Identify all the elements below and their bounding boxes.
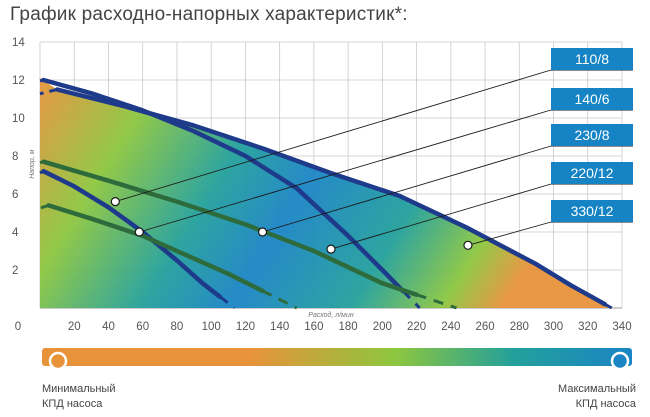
x-tick-label: 240	[441, 321, 460, 333]
x-tick-label: 100	[202, 321, 221, 333]
model-box-330-12: 330/12	[551, 200, 633, 222]
model-boxes: 110/8 140/6 230/8 220/12 330/12	[551, 48, 633, 222]
model-box-220-12: 220/12	[551, 162, 633, 184]
series-line-140-6	[46, 203, 265, 294]
model-box-bg	[551, 162, 633, 184]
y-tick-label: 12	[12, 75, 25, 87]
model-box-label: 220/12	[571, 165, 614, 181]
model-box-140-6: 140/6	[551, 88, 633, 110]
chart-title: График расходно-напорных характеристик*:	[10, 4, 408, 25]
model-box-230-8: 230/8	[551, 124, 633, 146]
x-tick-label: 80	[171, 321, 184, 333]
series-line-220-12	[41, 159, 419, 297]
model-box-110-8: 110/8	[551, 48, 633, 70]
series-extension	[401, 289, 421, 310]
max-efficiency-label: Максимальный КПД насоса	[558, 383, 637, 410]
y-axis-label: Напор, м	[29, 149, 36, 178]
x-tick-label: 160	[304, 321, 323, 333]
tick-labels: 0 20 40 60 80 100 120 140 160 180 200 220 240 260 280 3…	[12, 37, 632, 333]
operating-region	[40, 78, 609, 308]
series-start-extension	[39, 78, 44, 83]
model-box-bg	[551, 200, 633, 222]
series-extension	[604, 302, 613, 310]
series-start-extension	[39, 203, 50, 210]
leader-line	[467, 221, 552, 246]
series-extension	[416, 293, 458, 310]
model-box-bg	[551, 88, 633, 110]
x-axis-label: Расход, л/мин	[308, 311, 354, 319]
min-efficiency-label: Минимальный КПД насоса	[42, 383, 115, 410]
model-box-bg	[551, 48, 633, 70]
marker-point	[463, 240, 473, 250]
x-tick-label: 180	[339, 321, 358, 333]
x-tick-label: 40	[102, 321, 115, 333]
x-tick-label: 220	[407, 321, 426, 333]
series-line-230-8	[41, 77, 406, 294]
x-tick-label: 20	[68, 321, 81, 333]
marker-point	[257, 227, 268, 237]
series-extension	[261, 289, 298, 310]
series-layer	[39, 77, 613, 310]
x-tick-label: 260	[475, 321, 494, 333]
leader-line	[115, 69, 552, 203]
markers-layer	[110, 197, 473, 254]
series-extension	[218, 295, 236, 310]
x-tick-label: 120	[236, 321, 255, 333]
x-tick-label: 200	[373, 321, 392, 333]
marker-point	[134, 227, 144, 237]
x-tick-label: 300	[544, 321, 563, 333]
series-start-extension	[39, 88, 58, 96]
model-box-label: 230/8	[574, 127, 609, 143]
series-line-330-12	[54, 87, 608, 307]
series-start-extension	[39, 169, 45, 175]
x-tick-label: 60	[136, 321, 149, 333]
marker-point	[326, 244, 336, 254]
x-tick-label: 140	[270, 321, 289, 333]
y-tick-label: 6	[12, 189, 18, 201]
model-box-label: 140/6	[574, 91, 609, 107]
y-tick-label: 4	[12, 227, 19, 239]
x-tick-label: 340	[612, 321, 631, 333]
colorbar-max-marker	[610, 351, 630, 371]
x-tick-label: 0	[15, 321, 21, 333]
y-tick-label: 8	[12, 151, 18, 163]
colorbar-gradient	[42, 348, 632, 366]
leader-line	[330, 183, 552, 250]
leader-line	[262, 145, 552, 233]
y-tick-label: 10	[12, 113, 25, 125]
leader-line	[139, 109, 552, 233]
y-tick-label: 2	[12, 265, 18, 277]
model-box-bg	[551, 124, 633, 146]
series-start-extension	[39, 160, 44, 165]
marker-point	[110, 197, 120, 207]
colorbar-min-marker	[48, 351, 68, 371]
colorbar: Минимальный КПД насоса Максимальный КПД на…	[42, 348, 637, 410]
x-tick-label: 280	[510, 321, 529, 333]
model-box-label: 110/8	[575, 51, 609, 67]
x-tick-label: 320	[578, 321, 597, 333]
y-tick-label: 14	[12, 37, 25, 49]
model-box-label: 330/12	[571, 203, 614, 219]
